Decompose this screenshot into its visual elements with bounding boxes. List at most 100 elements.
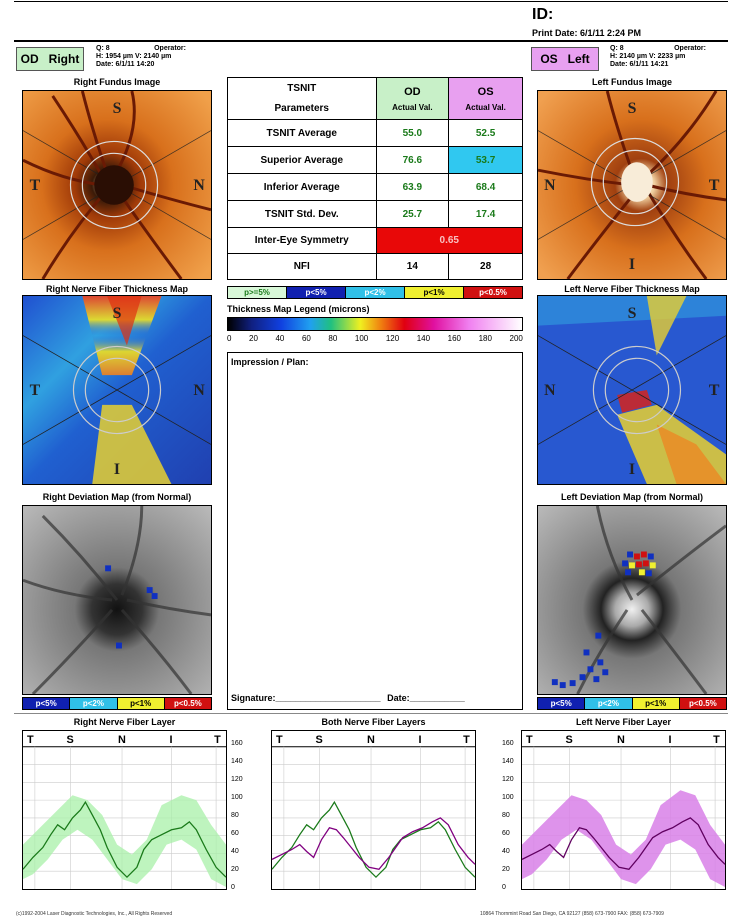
both-graph-i: I [419,734,422,746]
left-dev-legend-p1: p<1% [632,698,680,709]
right-graph-yaxis: 160 140 120 100 80 60 40 20 0 [231,740,247,891]
os-code: OS [540,52,558,66]
sig-legend-p05: p<0.5% [464,287,522,298]
tsnit-parameters-table: TSNIT Parameters OD Actual Val. OS Actua… [227,77,523,280]
left-map-i: I [629,461,635,478]
od-column-header: OD Actual Val. [375,77,450,120]
row-label: TSNIT Std. Dev. [227,200,377,228]
footer-copyright: (c)1992-2004 Laser Diagnostic Technologi… [16,911,173,917]
left-map-n: N [544,382,556,399]
ytick: 120 [231,776,243,783]
ytick: 100 [502,794,514,801]
thickness-legend-ticks: 0 20 40 60 80 100 120 140 160 180 200 [227,334,523,344]
nfi-row: NFI 14 28 [227,253,523,280]
left-thickness-title: Left Nerve Fiber Thickness Map [564,284,700,294]
ytick: 160 [231,740,243,747]
right-deviation-title: Right Deviation Map (from Normal) [42,492,192,502]
nfi-label: NFI [227,253,377,280]
significance-legend: p>=5% p<5% p<2% p<1% p<0.5% [227,286,523,299]
row-os-value-flagged: 53.7 [448,146,523,174]
left-map-t: T [709,382,720,399]
nfi-os-value: 28 [448,253,523,280]
od-label: Right [48,52,80,66]
row-label: TSNIT Average [227,119,377,147]
signature-field: Signature:_____________________ [231,693,381,703]
ytick: 140 [231,758,243,765]
right-fundus-t: T [30,177,41,194]
left-fundus-i: I [629,256,635,273]
tick: 200 [509,334,523,343]
left-fundus-n: N [544,177,556,194]
sig-legend-normal: p>=5% [228,287,287,298]
print-date: Print Date: 6/1/11 2:24 PM [532,28,642,38]
ytick: 0 [502,884,506,891]
impression-panel[interactable]: Impression / Plan: Signature:___________… [227,352,523,710]
left-fundus-image: S N T I [537,90,727,280]
left-dev-legend-p5: p<5% [538,698,586,709]
os-head: OS [477,85,494,98]
right-dev-legend-p05: p<0.5% [164,698,211,709]
left-deviation-legend: p<5% p<2% p<1% p<0.5% [537,697,727,710]
left-deviation-title: Left Deviation Map (from Normal) [560,492,703,502]
od-scan-meta: Q: 8 Operator: H: 1954 µm V: 2140 µm Date… [96,45,186,69]
right-layer-title: Right Nerve Fiber Layer [73,717,176,727]
left-layer-title: Left Nerve Fiber Layer [575,717,672,727]
tick: 180 [478,334,492,343]
right-map-t: T [30,382,41,399]
id-label: ID: [532,6,554,23]
both-layer-title: Both Nerve Fiber Layers [321,717,426,727]
left-graph-t1: T [526,734,533,746]
right-fundus-s: S [113,100,122,117]
row-os-value: 68.4 [448,173,523,201]
od-date: Date: 6/1/11 14:20 [96,61,155,68]
os-column-header: OS Actual Val. [448,77,523,120]
left-fundus-title: Left Fundus Image [591,77,672,87]
ytick: 140 [502,758,514,765]
both-layer-graph: T S N I T [271,730,476,890]
graphs-rule [14,713,728,714]
row-od-value: 55.0 [375,119,450,147]
tick: 20 [249,334,258,343]
ytick: 40 [231,848,239,855]
right-thickness-map: S T N I [22,295,212,485]
right-map-i: I [114,461,120,478]
left-graph-n: N [617,734,625,746]
os-dims: H: 2140 µm V: 2233 µm [610,53,686,60]
right-fundus-title: Right Fundus Image [73,77,161,87]
nfi-od-value: 14 [375,253,450,280]
ytick: 40 [502,848,510,855]
signature-line: Signature:_____________________ Date:___… [231,693,465,703]
os-actual: Actual Val. [465,102,506,112]
right-thickness-title: Right Nerve Fiber Thickness Map [45,284,189,294]
left-dev-legend-p05: p<0.5% [679,698,726,709]
left-graph-yaxis: 160 140 120 100 80 60 40 20 0 [502,740,518,891]
right-graph-n: N [118,734,126,746]
right-deviation-legend: p<5% p<2% p<1% p<0.5% [22,697,212,710]
od-right-tag: OD Right [16,47,84,71]
ytick: 60 [231,830,239,837]
ytick: 80 [502,812,510,819]
tick: 120 [385,334,400,343]
right-dev-legend-p2: p<2% [70,698,118,709]
left-graph-t2: T [713,734,720,746]
sig-legend-p1: p<1% [405,287,464,298]
right-graph-t2: T [214,734,221,746]
tick: 0 [227,334,232,343]
right-map-s: S [113,305,122,322]
thickness-legend-title: Thickness Map Legend (microns) [227,304,370,314]
left-graph-s: S [566,734,573,746]
left-map-s: S [628,305,637,322]
od-head: OD [404,85,421,98]
left-dev-legend-p2: p<2% [585,698,633,709]
table-row: Superior Average 76.6 53.7 [227,146,523,174]
ytick: 20 [502,866,510,873]
ytick: 80 [231,812,239,819]
os-date: Date: 6/1/11 14:21 [610,61,669,68]
tick: 140 [416,334,431,343]
sig-legend-p2: p<2% [346,287,405,298]
tick: 60 [301,334,311,343]
signature-date-field: Date:___________ [387,693,465,703]
left-deviation-map [537,505,727,695]
ytick: 20 [231,866,239,873]
symmetry-label: Inter-Eye Symmetry [227,227,377,254]
